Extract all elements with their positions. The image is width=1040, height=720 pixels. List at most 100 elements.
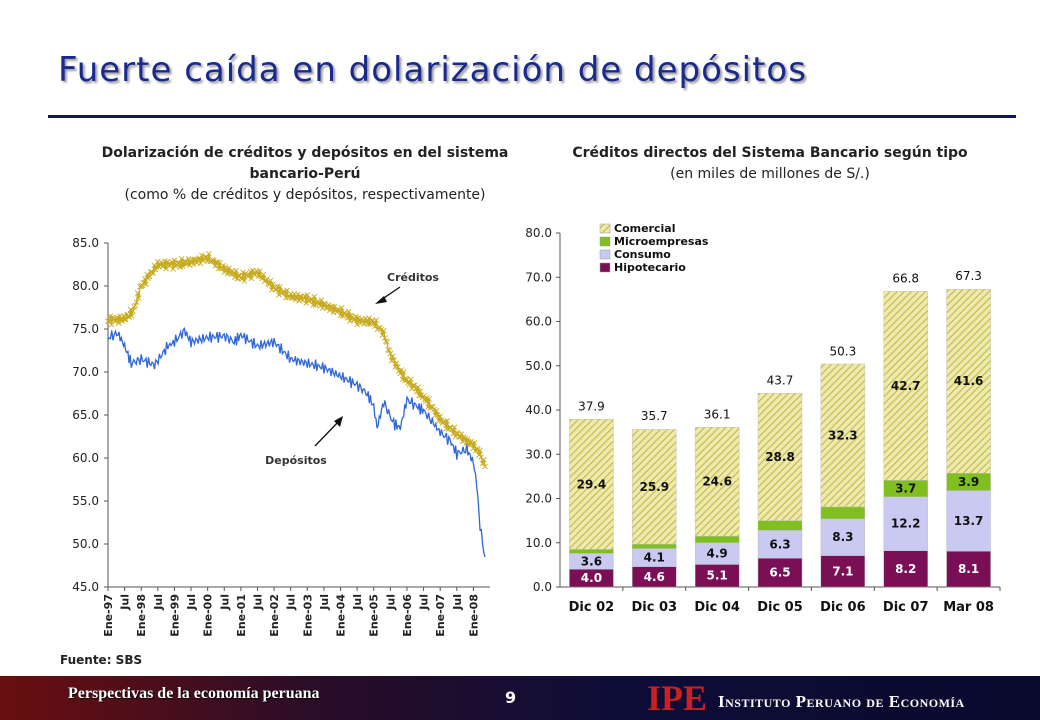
bar-segment-comercial [632, 429, 677, 545]
x-tick-label: Jul [318, 594, 331, 611]
data-label-comercial: 32.3 [828, 428, 858, 442]
legend-swatch-hipotecario [599, 262, 611, 273]
y-tick-label: 20.0 [525, 492, 552, 506]
y-tick-label: 50.0 [525, 359, 552, 373]
bar-segment-consumo [883, 496, 928, 551]
legend-swatch-microempresas [599, 236, 611, 247]
x-tick-label: Ene-00 [202, 594, 215, 637]
data-label-hipotecario: 8.2 [895, 562, 916, 576]
title-divider [48, 115, 1016, 118]
right-chart-caption: Créditos directos del Sistema Bancario s… [530, 143, 1010, 185]
bar-segment-hipotecario [883, 550, 928, 588]
data-label-consumo: 4.1 [644, 551, 665, 565]
charts-canvas: 85.080.075.070.065.060.055.050.045.0Ene-… [72, 222, 1001, 637]
source-note: Fuente: SBS [60, 653, 143, 667]
legend-label-microempresas: Microempresas [614, 235, 709, 248]
total-label: 67.3 [955, 269, 982, 283]
x-tick-label: Jul [152, 594, 165, 611]
ipe-logo: IPE [647, 678, 708, 718]
y-tick-label: 75.0 [72, 322, 99, 336]
footer-publication-title: Perspectivas de la economía peruana [68, 685, 320, 702]
bar-segment-comercial [694, 427, 740, 537]
category-label: Dic 06 [820, 600, 866, 615]
y-tick-label: 70.0 [72, 365, 99, 379]
x-tick-label: Ene-01 [235, 594, 248, 637]
x-tick-label: Jul [218, 594, 231, 611]
slide-title: Fuerte caída en dolarización de depósito… [58, 50, 807, 90]
legend-swatch-consumo [599, 249, 611, 260]
data-label-hipotecario: 6.5 [769, 566, 790, 580]
category-label: Dic 05 [757, 600, 803, 615]
bar-segment-hipotecario [946, 550, 991, 588]
data-label-consumo: 12.2 [891, 517, 921, 531]
left-chart-subtitle: (como % de créditos y depósitos, respect… [124, 187, 486, 203]
x-tick-label: Ene-04 [335, 594, 348, 637]
x-tick-label: Jul [418, 594, 431, 611]
y-tick-label: 60.0 [525, 315, 552, 329]
right-chart-title: Créditos directos del Sistema Bancario s… [572, 145, 968, 161]
x-tick-label: Jul [384, 594, 397, 611]
depositos-series-line [107, 326, 486, 558]
x-tick-label: Ene-06 [401, 594, 414, 637]
x-tick-label: Ene-03 [301, 594, 314, 637]
y-tick-label: 50.0 [72, 537, 99, 551]
institute-name: Instituto Peruano de Economía [718, 692, 965, 711]
y-tick-label: 0.0 [533, 580, 552, 594]
data-label-hipotecario: 5.1 [707, 569, 728, 583]
left-chart-caption: Dolarización de créditos y depósitos en … [95, 143, 515, 206]
bar-segment-comercial [883, 291, 928, 481]
data-label-consumo: 3.6 [581, 554, 602, 568]
data-label-hipotecario: 4.0 [581, 571, 602, 585]
y-tick-label: 30.0 [525, 447, 552, 461]
x-tick-label: Jul [285, 594, 298, 611]
total-label: 50.3 [829, 344, 856, 358]
bar-segment-comercial [820, 363, 866, 508]
x-tick-label: Ene-07 [434, 594, 447, 637]
x-tick-label: Jul [251, 594, 264, 611]
right-chart-subtitle: (en miles de millones de S/.) [670, 166, 870, 182]
category-label: Dic 02 [569, 600, 615, 615]
legend-label-comercial: Comercial [614, 222, 675, 235]
y-tick-label: 10.0 [525, 536, 552, 550]
data-label-comercial: 29.4 [577, 477, 607, 491]
x-tick-label: Ene-99 [168, 594, 181, 637]
legend-label-consumo: Consumo [614, 248, 671, 261]
data-label-microempresas: 3.7 [895, 482, 916, 496]
y-tick-label: 40.0 [525, 403, 552, 417]
x-tick-label: Ene-02 [268, 594, 281, 637]
data-label-microempresas: 3.9 [958, 475, 979, 489]
data-label-hipotecario: 4.6 [644, 570, 665, 584]
depositos-annotation: Depósitos [265, 454, 327, 467]
data-label-hipotecario: 7.1 [832, 564, 853, 578]
bar-segment-hipotecario [757, 558, 803, 588]
y-tick-label: 45.0 [72, 580, 99, 594]
data-label-comercial: 41.6 [954, 374, 984, 388]
page-number: 9 [505, 688, 517, 707]
x-tick-label: Ene-97 [102, 594, 115, 637]
y-tick-label: 60.0 [72, 451, 99, 465]
total-label: 35.7 [641, 409, 668, 423]
total-label: 43.7 [767, 374, 794, 388]
data-label-consumo: 8.3 [832, 530, 853, 544]
legend-swatch-comercial [599, 223, 611, 234]
x-tick-label: Ene-08 [467, 594, 480, 637]
bar-segment-comercial [946, 288, 991, 474]
y-tick-label: 80.0 [72, 279, 99, 293]
x-tick-label: Jul [351, 594, 364, 611]
x-tick-label: Jul [119, 594, 132, 611]
total-label: 66.8 [892, 271, 919, 285]
creditos-series-markers [105, 250, 488, 470]
y-tick-label: 55.0 [72, 494, 99, 508]
category-label: Dic 07 [883, 600, 929, 615]
footer-bar: Perspectivas de la economía peruana 9 IP… [0, 676, 1040, 720]
x-tick-label: Jul [451, 594, 464, 611]
category-label: Mar 08 [943, 600, 994, 615]
credit-type-bar-chart: 0.0 10.0 20.0 30.0 40.0 50.0 60.0 70.0 80.0 4.0 3.… [525, 222, 1001, 615]
depositos-arrowhead [334, 416, 343, 427]
creditos-annotation: Créditos [387, 271, 439, 284]
bar-segment-comercial [569, 419, 614, 550]
left-chart-title: Dolarización de créditos y depósitos en … [101, 145, 509, 182]
total-label: 36.1 [704, 407, 731, 421]
category-label: Dic 04 [694, 600, 740, 615]
legend-label-hipotecario: Hipotecario [614, 261, 686, 274]
